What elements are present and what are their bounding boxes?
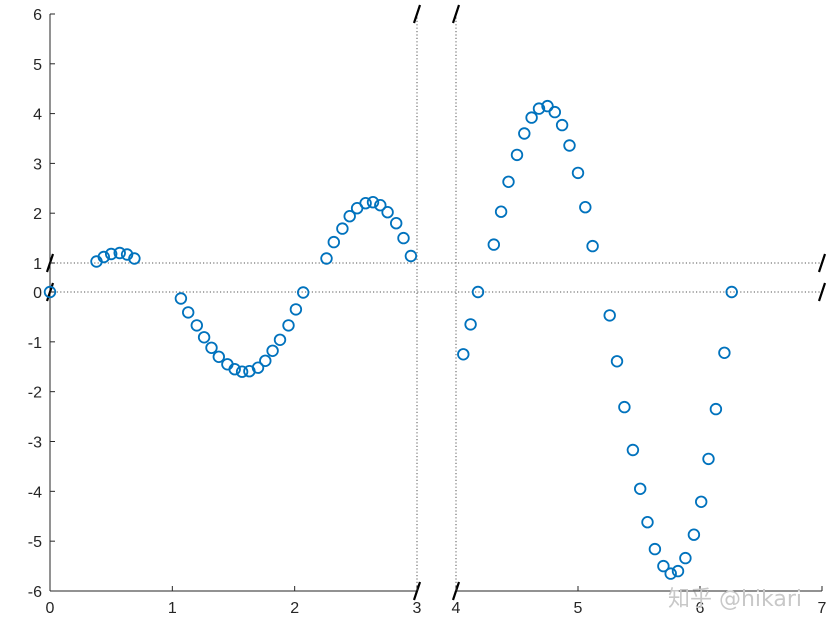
- data-point: [212, 350, 226, 364]
- y-tick-label: 2: [33, 206, 42, 223]
- data-point: [235, 365, 249, 378]
- data-point: [390, 216, 403, 230]
- y-tick-label: 5: [33, 57, 42, 74]
- y-tick-label: 0: [33, 285, 42, 302]
- data-point: [404, 249, 418, 263]
- y-break-mark-right-bottom: [817, 282, 827, 302]
- data-point: [197, 331, 211, 344]
- data-point: [695, 495, 708, 509]
- data-point: [43, 285, 57, 299]
- x-tick-label: 0: [46, 600, 55, 617]
- y-tick-label: -1: [28, 335, 42, 352]
- data-point: [610, 355, 624, 368]
- data-point: [641, 516, 654, 529]
- data-points: [43, 99, 738, 580]
- data-point: [336, 222, 349, 235]
- data-point: [266, 344, 279, 358]
- ticks: [49, 13, 823, 592]
- y-tick-label: 3: [33, 156, 42, 173]
- data-point: [374, 198, 387, 212]
- data-point: [174, 292, 188, 305]
- data-point: [113, 246, 126, 260]
- y-tick-label: -3: [28, 435, 42, 452]
- axes: [45, 4, 827, 601]
- data-point: [259, 354, 272, 368]
- data-point: [464, 318, 477, 331]
- data-point: [634, 482, 647, 496]
- data-point: [687, 528, 701, 541]
- data-point: [518, 127, 531, 140]
- x-tick-label: 1: [168, 600, 177, 617]
- x-tick-label: 7: [818, 600, 827, 617]
- data-point: [289, 303, 303, 316]
- data-point: [532, 102, 546, 115]
- data-point: [671, 564, 685, 578]
- data-point: [128, 252, 141, 265]
- y-tick-label: 4: [33, 107, 42, 124]
- data-point: [205, 341, 218, 355]
- data-point: [571, 166, 585, 180]
- data-point: [657, 559, 670, 573]
- x-tick-label: 3: [413, 600, 422, 617]
- data-point: [648, 542, 662, 556]
- y-tick-label: -2: [28, 385, 42, 402]
- data-point: [586, 239, 599, 253]
- data-point: [457, 348, 470, 361]
- data-point: [555, 118, 569, 132]
- y-break-mark-right-top: [817, 253, 827, 273]
- data-point: [381, 205, 394, 219]
- x-tick-label: 6: [696, 600, 705, 617]
- y-tick-label: 6: [33, 7, 42, 24]
- data-point: [359, 196, 372, 210]
- data-point: [190, 319, 204, 332]
- data-point: [366, 195, 380, 209]
- data-point: [181, 306, 195, 319]
- data-point: [626, 443, 640, 457]
- data-point: [718, 346, 731, 360]
- data-point: [397, 231, 410, 245]
- data-point: [282, 319, 295, 332]
- data-point: [579, 200, 592, 214]
- data-point: [343, 209, 356, 223]
- data-point: [679, 551, 692, 565]
- data-point: [251, 361, 265, 374]
- y-tick-label: -6: [28, 584, 42, 601]
- data-point: [603, 309, 616, 322]
- data-point: [327, 235, 341, 249]
- data-point: [548, 105, 562, 119]
- data-point: [228, 363, 241, 376]
- data-point: [541, 99, 554, 113]
- data-point: [104, 247, 118, 261]
- watermark-text: 知乎 @hikari: [668, 587, 802, 612]
- y-tick-label: 1: [33, 256, 42, 273]
- data-point: [502, 175, 515, 189]
- data-point: [297, 286, 310, 299]
- data-point: [97, 250, 111, 264]
- data-point: [725, 285, 738, 299]
- data-point: [525, 111, 538, 124]
- data-point: [494, 205, 508, 218]
- x-tick-label: 5: [574, 600, 583, 617]
- data-point: [320, 252, 333, 265]
- data-point: [273, 333, 287, 347]
- y-tick-label: -5: [28, 534, 42, 551]
- data-point: [563, 139, 576, 152]
- data-point: [487, 238, 501, 251]
- y-tick-label: -4: [28, 484, 42, 501]
- x-break-mark-top-left: [412, 4, 422, 24]
- data-point: [709, 402, 723, 416]
- x-tick-label: 2: [290, 600, 299, 617]
- data-point: [702, 452, 715, 466]
- x-break-mark-top-right: [451, 4, 461, 24]
- data-point: [510, 148, 524, 162]
- tick-labels: 0 1 2 3 4 5 6 7 6 5 4 3 2 1 0 -1 -2 -3 -4 -5 -6: [28, 7, 827, 617]
- x-tick-label: 4: [452, 600, 461, 617]
- data-point: [664, 567, 677, 580]
- data-point: [618, 400, 631, 414]
- data-point: [471, 285, 485, 299]
